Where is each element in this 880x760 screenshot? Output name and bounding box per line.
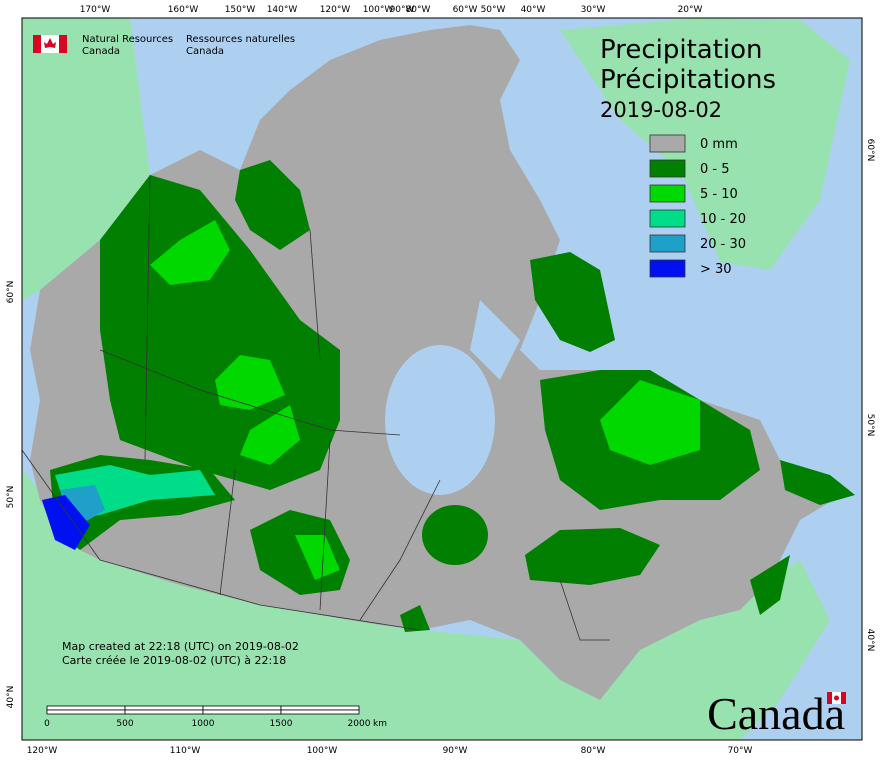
scale-unit: km [373,719,387,729]
scale-segment [46,709,126,715]
longitude-label: 30°W [581,5,606,15]
longitude-label: 90°W [443,746,468,756]
legend-label: 0 - 5 [700,162,730,177]
latitude-label: 40°N [6,686,16,709]
legend-swatch [649,159,686,178]
scale-label: 1000 [192,719,215,729]
scale-segment [280,709,360,715]
longitude-label: 60°W [453,5,478,15]
scale-label: 1500 [270,719,293,729]
wordmark-flag [827,692,846,704]
scale-segment [202,709,282,715]
longitude-label: 70°W [728,746,753,756]
credit: Map created at 22:18 (UTC) on 2019-08-02 [62,640,299,653]
latitude-label: 40°N [865,629,875,652]
legend-swatch [649,184,686,203]
legend-swatch [649,134,686,153]
map-frame [21,17,863,741]
longitude-label: 140°W [267,5,298,15]
credit: Carte créée le 2019-08-02 (UTC) à 22:18 [62,654,286,667]
legend-swatch [649,234,686,253]
longitude-label: 100°W [307,746,338,756]
scale-segment [280,705,360,711]
legend-label: 10 - 20 [700,212,746,227]
longitude-label: 150°W [225,5,256,15]
scale-segment [46,705,126,711]
agency-en: Canada [82,46,120,57]
longitude-label: 90°W [390,5,415,15]
legend-label: 20 - 30 [700,237,746,252]
title: Précipitations [600,65,776,95]
wordmark: Canada [707,688,845,739]
longitude-label: 80°W [406,5,431,15]
longitude-label: 170°W [80,5,111,15]
longitude-label: 20°W [678,5,703,15]
longitude-label: 110°W [170,746,201,756]
longitude-label: 120°W [320,5,351,15]
basemap [22,18,862,740]
legend-label: > 30 [700,262,732,277]
title: Precipitation [600,35,763,65]
longitude-label: 120°W [27,746,58,756]
longitude-label: 80°W [581,746,606,756]
latitude-label: 60°N [6,281,16,304]
latitude-label: 50°N [6,486,16,509]
legend-swatch [649,259,686,278]
longitude-label: 50°W [481,5,506,15]
legend-swatch [649,209,686,228]
legend-label: 5 - 10 [700,187,738,202]
agency-block: Natural Resources Canada Ressources natu… [33,34,295,57]
scale-label: 2000 [348,719,371,729]
title-date: 2019-08-02 [600,98,722,122]
scale-segment [124,709,204,715]
scale-label: 0 [44,719,50,729]
agency-fr: Ressources naturelles [186,34,295,45]
scale-segment [202,705,282,711]
agency-fr: Canada [186,46,224,57]
latitude-label: 50°N [865,414,875,437]
agency-en: Natural Resources [82,34,173,45]
longitude-label: 100°W [363,5,394,15]
scale-segment [124,705,204,711]
legend-label: 0 mm [700,137,738,152]
scale-label: 500 [116,719,133,729]
latitude-label: 60°N [865,139,875,162]
longitude-label: 160°W [168,5,199,15]
longitude-label: 40°W [521,5,546,15]
